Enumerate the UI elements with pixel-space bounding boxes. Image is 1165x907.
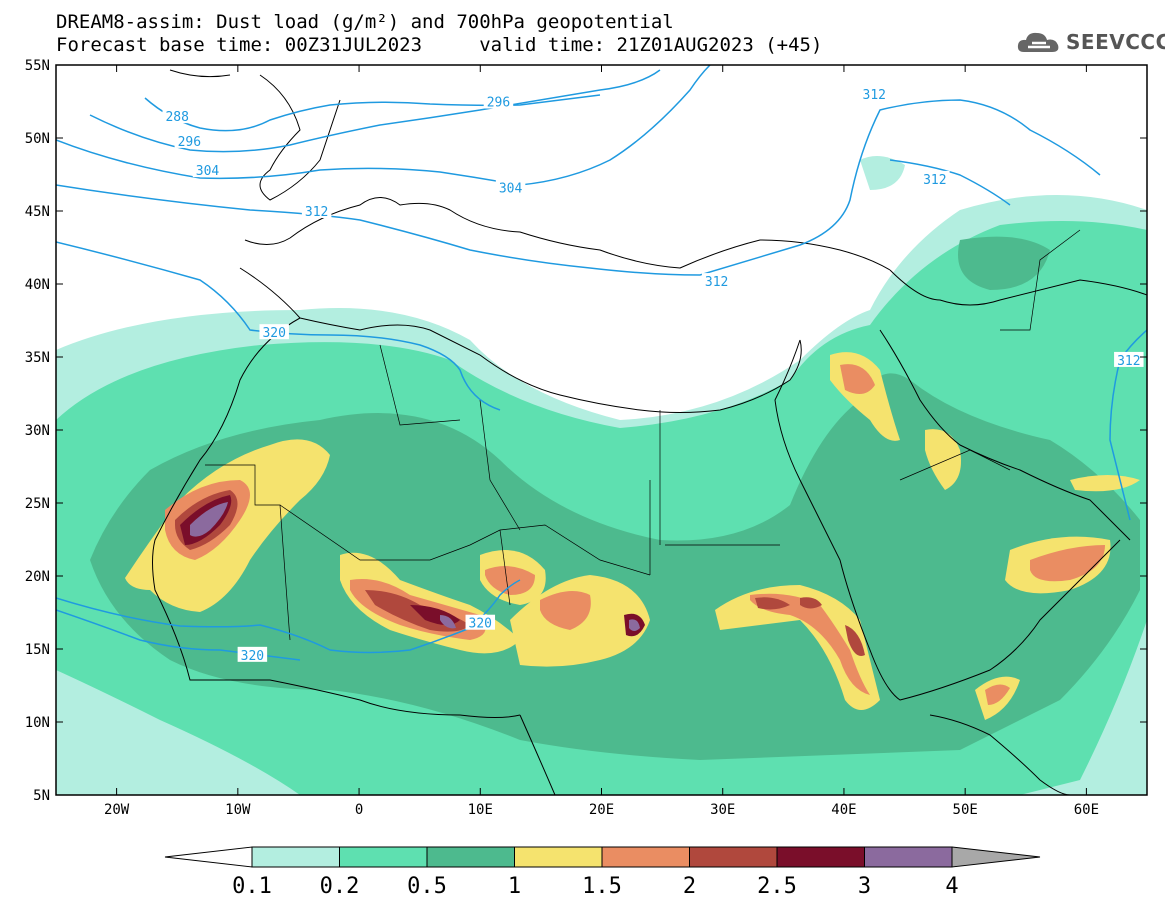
seevccc-logo: SEEVCCC <box>1016 28 1165 56</box>
colorbar-label: 1 <box>508 874 521 899</box>
map-area: 288 296 304 312 296 304 312 312 312 320 312 320 320 <box>56 65 1147 795</box>
lat-label: 15N <box>25 642 50 658</box>
colorbar-label: 4 <box>945 874 958 899</box>
contour-label-bg <box>483 93 514 109</box>
contour-label: 312 <box>705 275 728 290</box>
contour-label-bg <box>259 324 289 340</box>
longitude-axis: 20W 10W 0 10E 20E 30E 40E 50E 60E <box>104 65 1099 818</box>
contour-label: 304 <box>196 164 220 179</box>
map-title: DREAM8-assim: Dust load (g/m²) and 700hP… <box>56 11 674 33</box>
lon-label: 10W <box>225 802 251 818</box>
lat-label: 20N <box>25 569 50 585</box>
contour-label-bg <box>920 170 950 186</box>
lon-label: 20W <box>104 802 130 818</box>
latitude-axis: 55N 50N 45N 40N 35N 30N 25N 20N 15N 10N 5N <box>25 58 1147 804</box>
contour-label: 296 <box>178 135 201 150</box>
lat-label: 50N <box>25 131 50 147</box>
colorbar-label: 0.1 <box>232 874 272 899</box>
colorbar-label: 0.2 <box>320 874 360 899</box>
colorbar-swatch <box>601 846 690 868</box>
colorbar-right-arrow <box>951 846 1041 868</box>
lon-label: 20E <box>589 802 614 818</box>
colorbar-swatch <box>689 846 778 868</box>
contour-label: 296 <box>487 96 510 111</box>
contour-label: 320 <box>241 649 264 664</box>
colorbar-swatch <box>426 846 515 868</box>
contour-label: 320 <box>262 326 285 341</box>
lon-label: 50E <box>953 802 978 818</box>
colorbar-left-arrow <box>164 846 253 868</box>
colorbar-label: 1.5 <box>582 874 622 899</box>
colorbar-swatch <box>339 846 428 868</box>
contour-labels: 288 296 304 312 296 304 312 312 312 320 312 320 320 <box>162 86 1144 664</box>
colorbar-label: 2.5 <box>757 874 797 899</box>
logo-text: SEEVCCC <box>1066 30 1165 54</box>
lat-label: 30N <box>25 423 50 439</box>
lon-label: 40E <box>831 802 856 818</box>
contour-label: 312 <box>863 88 886 103</box>
dust-fill-3 <box>190 502 640 631</box>
colorbar: 0.1 0.2 0.5 1 1.5 2 2.5 3 4 <box>164 846 1041 899</box>
lat-label: 35N <box>25 350 50 366</box>
colorbar-swatch <box>864 846 953 868</box>
dust-fill-0.5 <box>90 236 1140 760</box>
contour-label-bg <box>174 132 205 148</box>
contour-label-bg <box>701 273 732 289</box>
lon-label: 60E <box>1074 802 1099 818</box>
colorbar-label: 2 <box>683 874 696 899</box>
contour-label-bg <box>237 646 268 662</box>
lon-label: 30E <box>710 802 735 818</box>
lat-label: 5N <box>33 788 50 804</box>
coastlines <box>152 69 1147 795</box>
lon-label: 0 <box>355 802 363 818</box>
contour-label: 320 <box>469 617 492 632</box>
contour-label-bg <box>301 203 332 218</box>
contour-label: 312 <box>1117 354 1140 369</box>
map-subtitle: Forecast base time: 00Z31JUL2023 valid t… <box>56 34 823 56</box>
contour-label: 312 <box>923 173 946 188</box>
colorbar-label: 0.5 <box>407 874 447 899</box>
cloud-icon <box>1017 32 1059 52</box>
lon-label: 10E <box>468 802 493 818</box>
contour-label-bg <box>465 614 496 630</box>
contour-label: 288 <box>165 110 188 125</box>
colorbar-swatch <box>514 846 603 868</box>
contour-label-bg <box>162 108 192 124</box>
contour-label-bg <box>1114 351 1144 367</box>
colorbar-label: 3 <box>858 874 871 899</box>
colorbar-swatch <box>776 846 865 868</box>
lat-label: 25N <box>25 496 50 512</box>
country-borders <box>205 229 1081 641</box>
contour-label-bg <box>859 86 889 102</box>
contour-label: 304 <box>499 182 523 197</box>
lat-label: 10N <box>25 715 50 731</box>
lat-label: 55N <box>25 58 50 74</box>
lat-label: 45N <box>25 204 50 220</box>
contour-label: 312 <box>305 205 328 220</box>
colorbar-swatch <box>251 846 340 868</box>
contour-label-bg <box>192 162 223 178</box>
lat-label: 40N <box>25 277 50 293</box>
contour-label-bg <box>495 179 526 195</box>
